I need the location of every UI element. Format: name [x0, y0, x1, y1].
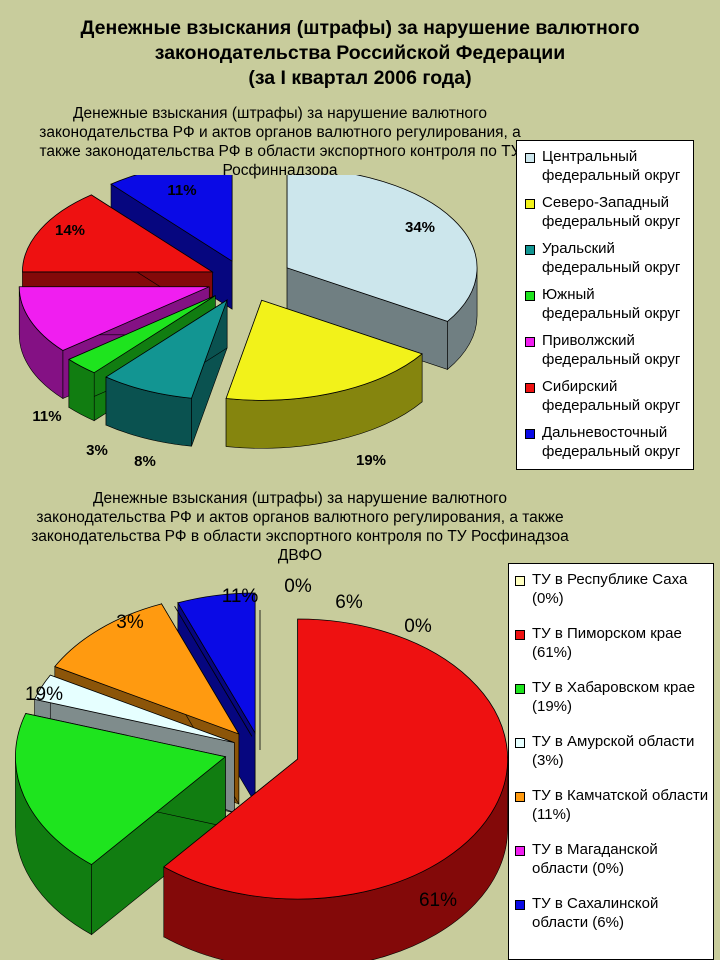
- legend-label: Дальневосточный федеральный округ: [542, 424, 681, 460]
- legend-item: Южный федеральный округ: [525, 285, 693, 323]
- legend-label: Южный федеральный округ: [542, 286, 681, 322]
- legend-item: Сибирский федеральный округ: [525, 377, 693, 415]
- pie-slice: [163, 618, 508, 900]
- pie-slice: [22, 194, 214, 273]
- chart1-title-line: также законодательства РФ в области эксп…: [39, 143, 521, 160]
- pie-slice: [15, 712, 227, 866]
- legend-swatch: [525, 383, 535, 393]
- legend-label: ТУ в Пиморском крае (61%): [532, 625, 682, 661]
- pie-slice: [68, 295, 216, 374]
- legend-swatch: [525, 429, 535, 439]
- pie-slice: [177, 592, 256, 735]
- chart2-pie: 0% 61% 19% 3% 11% 0% 6%: [15, 576, 508, 960]
- legend-item: ТУ в Хабаровском крае (19%): [515, 678, 713, 716]
- legend-item: Приволжский федеральный округ: [525, 331, 693, 369]
- legend-item: Уральский федеральный округ: [525, 239, 693, 277]
- slice-data-label: 14%: [55, 222, 85, 239]
- legend-item: Северо-Западный федеральный округ: [525, 193, 693, 231]
- chart1-title-line: законодательства РФ и актов органов валю…: [39, 124, 521, 141]
- legend-item: ТУ в Сахалинской области (6%): [515, 894, 713, 932]
- chart1-legend: Центральный федеральный округ Северо-Запад…: [516, 140, 694, 470]
- chart2-title: Денежные взыскания (штрафы) за нарушение…: [10, 489, 590, 565]
- slice-data-label: 19%: [356, 452, 386, 469]
- slice-data-label: 61%: [419, 890, 457, 911]
- legend-swatch: [515, 576, 525, 586]
- legend-label: Центральный федеральный округ: [542, 148, 681, 184]
- legend-item: Центральный федеральный округ: [525, 147, 693, 185]
- legend-swatch: [515, 900, 525, 910]
- slice-data-label: 8%: [134, 453, 156, 470]
- page-title-line: законодательства Российской Федерации: [154, 42, 566, 64]
- chart2-title-line: законодательства РФ и актов органов валю…: [36, 509, 564, 526]
- legend-item: ТУ в Магаданской области (0%): [515, 840, 713, 878]
- legend-label: ТУ в Магаданской области (0%): [532, 841, 658, 877]
- pie-slice: [54, 603, 240, 735]
- legend-label: ТУ в Республике Саха (0%): [532, 571, 688, 607]
- legend-swatch: [525, 153, 535, 163]
- legend-label: Уральский федеральный округ: [542, 240, 681, 276]
- slice-data-label: 11%: [32, 408, 61, 425]
- chart1-pie: 34% 19% 8% 3% 11% 14% 11%: [18, 175, 478, 470]
- legend-label: ТУ в Хабаровском крае (19%): [532, 679, 696, 715]
- legend-label: ТУ в Сахалинской области (6%): [532, 895, 659, 931]
- legend-item: ТУ в Пиморском крае (61%): [515, 624, 713, 662]
- page-title-line: (за I квартал 2006 года): [248, 67, 472, 89]
- legend-label: Северо-Западный федеральный округ: [542, 194, 681, 230]
- legend-swatch: [525, 291, 535, 301]
- chart2-title-line: законодательства РФ в области экспортног…: [31, 528, 569, 545]
- chart1-title: Денежные взыскания (штрафы) за нарушение…: [10, 104, 550, 180]
- legend-swatch: [525, 337, 535, 347]
- legend-item: ТУ в Республике Саха (0%): [515, 570, 713, 608]
- legend-item: Дальневосточный федеральный округ: [525, 423, 693, 461]
- legend-label: ТУ в Амурской области (3%): [532, 733, 695, 769]
- pie-slice: [110, 175, 233, 262]
- slice-data-label: 0%: [284, 576, 312, 597]
- page-title: Денежные взыскания (штрафы) за нарушение…: [20, 16, 700, 91]
- legend-swatch: [515, 792, 525, 802]
- legend-label: Сибирский федеральный округ: [542, 378, 681, 414]
- slice-data-label: 0%: [404, 616, 432, 637]
- pie-slice: [18, 286, 210, 351]
- slice-data-label: 11%: [167, 182, 196, 199]
- legend-item: ТУ в Амурской области (3%): [515, 732, 713, 770]
- slice-data-label: 3%: [116, 612, 144, 633]
- slice-data-label: 3%: [86, 442, 108, 459]
- legend-swatch: [515, 684, 525, 694]
- slice-data-label: 11%: [222, 586, 259, 607]
- slice-data-label: 19%: [25, 684, 63, 705]
- legend-swatch: [515, 846, 525, 856]
- legend-swatch: [525, 245, 535, 255]
- chart1-title-line: Денежные взыскания (штрафы) за нарушение…: [73, 105, 487, 122]
- pie-slice: [105, 299, 228, 399]
- slice-data-label: 6%: [335, 592, 363, 613]
- slice-data-label: 34%: [405, 219, 435, 236]
- chart2-title-line: Денежные взыскания (штрафы) за нарушение…: [93, 490, 507, 507]
- legend-swatch: [515, 630, 525, 640]
- legend-label: Приволжский федеральный округ: [542, 332, 681, 368]
- legend-label: ТУ в Камчатской области (11%): [532, 787, 709, 823]
- page-title-line: Денежные взыскания (штрафы) за нарушение…: [80, 17, 640, 39]
- pie-slice: [33, 674, 235, 743]
- legend-swatch: [515, 738, 525, 748]
- pie-slice: [174, 605, 253, 737]
- chart2-legend: ТУ в Республике Саха (0%) ТУ в Пиморском к…: [508, 563, 714, 960]
- chart2-title-line: ДВФО: [277, 547, 323, 564]
- legend-swatch: [525, 199, 535, 209]
- legend-item: ТУ в Камчатской области (11%): [515, 786, 713, 824]
- pie-slice: [225, 299, 423, 401]
- pie-slice: [286, 175, 478, 322]
